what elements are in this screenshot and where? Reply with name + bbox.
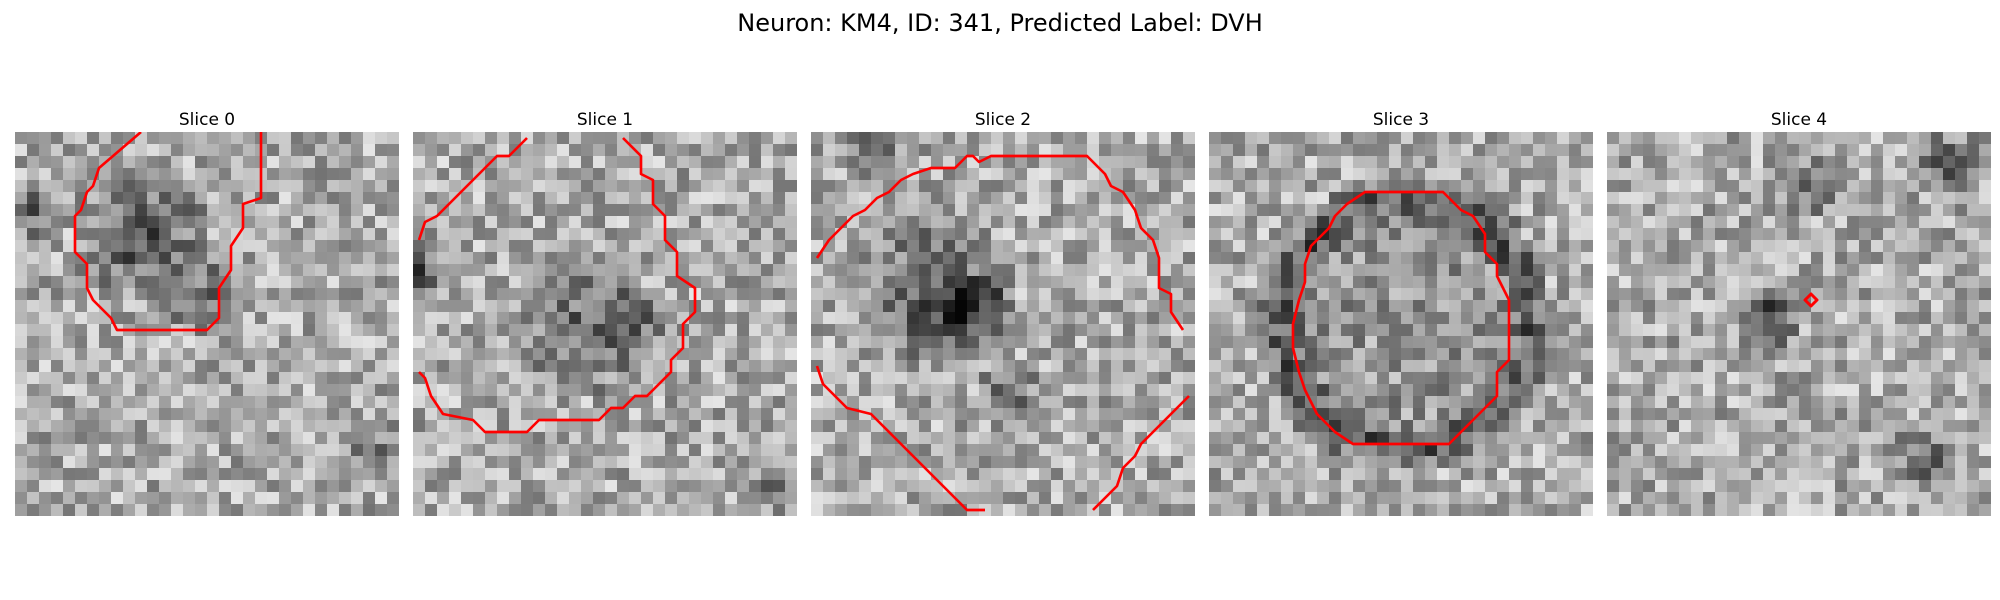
slice-panel-1: Slice 1 xyxy=(413,108,797,516)
slice-image xyxy=(15,132,399,516)
neuron-contour xyxy=(815,365,985,512)
slice-image xyxy=(811,132,1195,516)
slice-title: Slice 1 xyxy=(576,110,634,130)
slice-title: Slice 3 xyxy=(1372,110,1430,130)
neuron-contour xyxy=(1092,395,1190,511)
slice-panel-0: Slice 0 xyxy=(15,108,399,516)
slice-title: Slice 0 xyxy=(178,110,236,130)
neuron-contour xyxy=(815,154,1185,331)
neuron-contour xyxy=(417,137,528,241)
neuron-contour xyxy=(418,137,697,434)
figure-title: Neuron: KM4, ID: 341, Predicted Label: D… xyxy=(737,9,1263,37)
slice-image xyxy=(413,132,797,516)
slice-image xyxy=(1209,132,1593,516)
slice-panel-4: Slice 4 xyxy=(1607,108,1991,516)
slice-title: Slice 2 xyxy=(974,110,1032,130)
neuron-contour xyxy=(73,132,263,332)
slice-title: Slice 4 xyxy=(1770,110,1828,130)
slice-image xyxy=(1607,132,1991,516)
slice-panel-3: Slice 3 xyxy=(1209,108,1593,516)
neuron-contour xyxy=(1803,292,1819,308)
slice-panel-2: Slice 2 xyxy=(811,108,1195,516)
neuron-contour xyxy=(1291,190,1511,446)
